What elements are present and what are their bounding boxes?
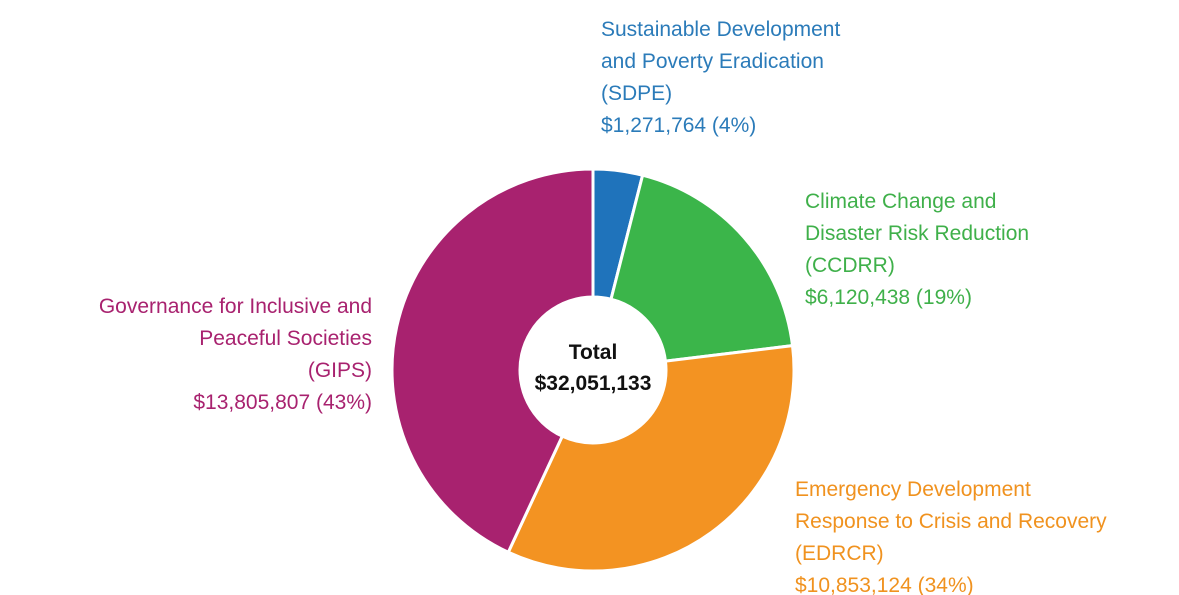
value-label: $10,853,124 (34%) <box>795 574 974 595</box>
value-label: $6,120,438 (19%) <box>805 286 972 309</box>
center-value: $32,051,133 <box>534 372 652 395</box>
value-label: $13,805,807 (43%) <box>193 391 372 414</box>
donut-slice <box>506 343 796 573</box>
category-name: Climate Change and Disaster Risk Reducti… <box>805 190 1030 277</box>
slice-label: Emergency Development Response to Crisis… <box>795 474 1107 595</box>
category-name: Governance for Inclusive and Peaceful So… <box>98 295 372 382</box>
donut-slice <box>609 173 795 363</box>
slice-label: Governance for Inclusive and Peaceful So… <box>99 291 372 419</box>
category-name: Sustainable Development and Poverty Erad… <box>601 18 841 105</box>
donut-slice <box>390 167 595 555</box>
slice-label: Sustainable Development and Poverty Erad… <box>601 14 840 142</box>
slice-label: Climate Change and Disaster Risk Reducti… <box>805 186 1029 314</box>
value-label: $1,271,764 (4%) <box>601 114 757 137</box>
center-title: Total <box>568 341 618 364</box>
category-name: Emergency Development Response to Crisis… <box>795 478 1107 565</box>
